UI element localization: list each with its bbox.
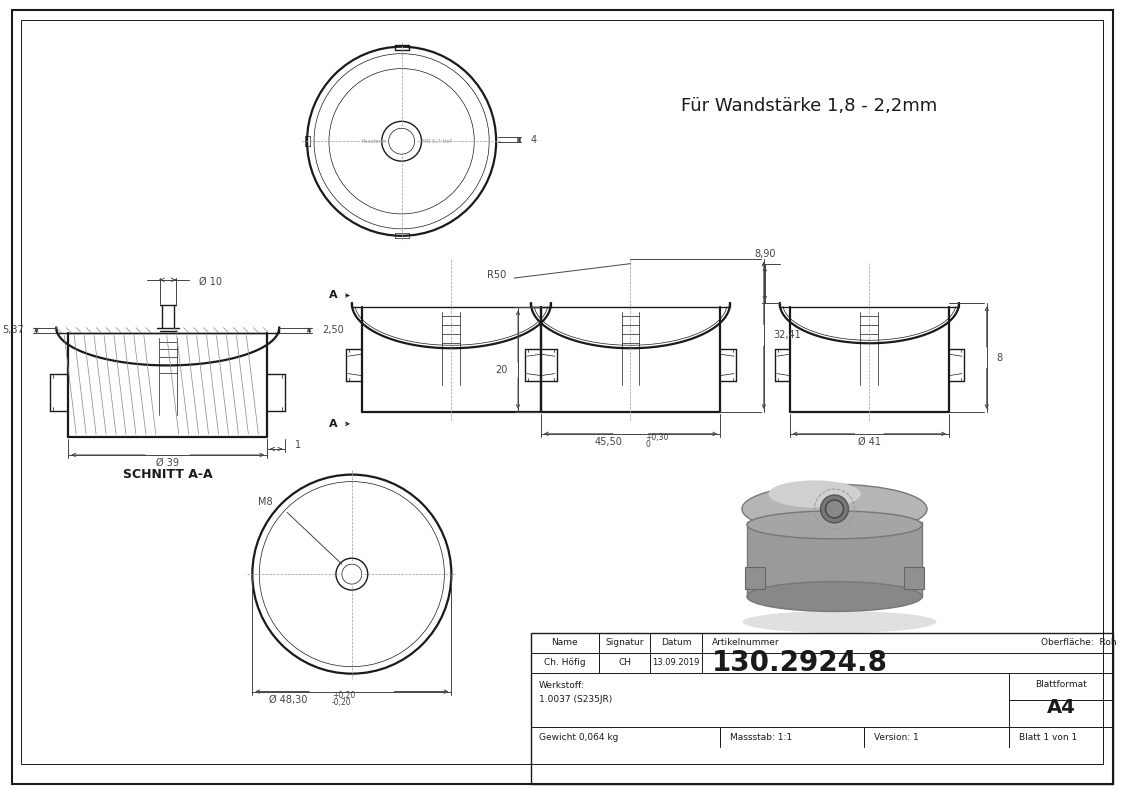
Ellipse shape [742, 611, 937, 633]
Text: Signatur: Signatur [605, 638, 643, 647]
Text: 2,50: 2,50 [322, 325, 344, 335]
Text: 8: 8 [997, 353, 1003, 363]
Text: Ø 41: Ø 41 [858, 437, 880, 447]
Text: 8,90: 8,90 [754, 249, 776, 259]
Text: CH: CH [618, 658, 631, 667]
Text: Ø 48,30: Ø 48,30 [268, 695, 307, 704]
Ellipse shape [768, 480, 861, 507]
Text: 0: 0 [646, 440, 650, 449]
Bar [747, 522, 922, 596]
Text: 4: 4 [531, 135, 537, 145]
Text: Massstab: 1:1: Massstab: 1:1 [730, 733, 792, 742]
Text: M8-0,7 tief: M8-0,7 tief [421, 139, 451, 144]
Text: 5,37: 5,37 [2, 325, 24, 335]
Ellipse shape [747, 511, 922, 539]
Text: Ø 10: Ø 10 [199, 277, 221, 287]
Text: 1.0037 (S235JR): 1.0037 (S235JR) [539, 695, 612, 703]
Bar [745, 567, 765, 589]
Bar [531, 633, 1113, 784]
Ellipse shape [747, 581, 922, 611]
Text: A: A [329, 291, 338, 300]
Text: Blattformat: Blattformat [1035, 680, 1087, 689]
Text: A4: A4 [1047, 698, 1076, 717]
Text: 13.09.2019: 13.09.2019 [652, 658, 700, 667]
Text: 130.2924.8: 130.2924.8 [712, 649, 888, 676]
Circle shape [821, 495, 849, 523]
Text: Name: Name [551, 638, 578, 647]
Text: Version: 1: Version: 1 [875, 733, 919, 742]
Text: R50: R50 [487, 270, 506, 280]
Bar [904, 567, 924, 589]
Text: -0,20: -0,20 [332, 698, 351, 707]
Text: Ø 39: Ø 39 [156, 458, 180, 468]
Text: Ch. Höfig: Ch. Höfig [544, 658, 585, 667]
Text: Für Wandstärke 1,8 - 2,2mm: Für Wandstärke 1,8 - 2,2mm [682, 98, 938, 115]
Text: A: A [329, 419, 338, 429]
Circle shape [825, 500, 843, 518]
Text: 20: 20 [495, 365, 508, 375]
Text: Datum: Datum [661, 638, 692, 647]
Text: Passform: Passform [362, 139, 386, 144]
Text: Artikelnummer: Artikelnummer [712, 638, 779, 647]
Text: Gewicht 0,064 kg: Gewicht 0,064 kg [539, 733, 619, 742]
Text: 45,50: 45,50 [595, 437, 622, 447]
Text: M8: M8 [257, 498, 272, 507]
Text: 32,41: 32,41 [774, 330, 802, 341]
Text: Blatt 1 von 1: Blatt 1 von 1 [1019, 733, 1077, 742]
Text: +0,20: +0,20 [332, 691, 355, 700]
Text: 1: 1 [295, 440, 301, 450]
Text: Oberfläche:  Roh: Oberfläche: Roh [1041, 638, 1116, 647]
Ellipse shape [742, 484, 928, 534]
Text: +0,30: +0,30 [646, 434, 669, 442]
Text: Werkstoff:: Werkstoff: [539, 680, 585, 690]
Text: SCHNITT A-A: SCHNITT A-A [122, 468, 212, 481]
